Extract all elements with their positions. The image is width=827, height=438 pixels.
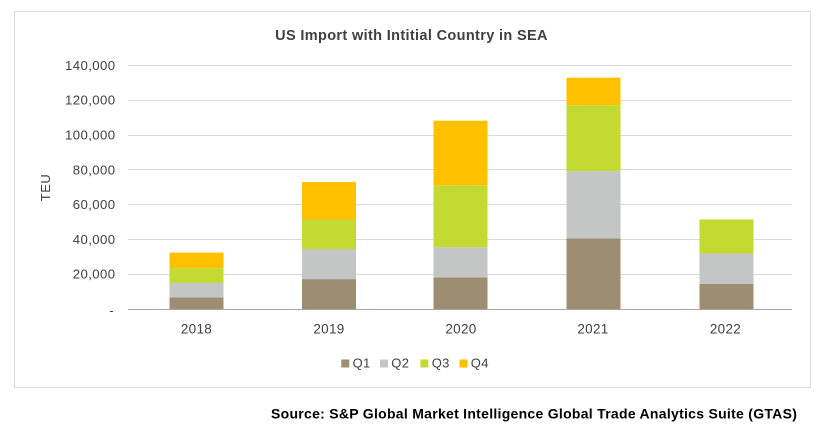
svg-text:Q4: Q4 [471,356,489,371]
svg-text:60,000: 60,000 [73,197,116,212]
svg-text:US Import with Intitial Countr: US Import with Intitial Country in SEA [275,28,548,44]
svg-text:2021: 2021 [577,322,608,337]
svg-text:2022: 2022 [710,322,741,337]
svg-text:140,000: 140,000 [65,58,115,73]
svg-text:TEU: TEU [38,174,53,202]
svg-text:Q3: Q3 [432,356,450,371]
svg-text:100,000: 100,000 [65,128,115,143]
svg-text:Q1: Q1 [353,356,371,371]
svg-text:120,000: 120,000 [65,93,115,108]
svg-text:2018: 2018 [181,322,212,337]
svg-text:80,000: 80,000 [73,162,116,177]
svg-text:40,000: 40,000 [73,232,116,247]
svg-text:Q2: Q2 [391,356,409,371]
svg-text:20,000: 20,000 [73,267,116,282]
svg-text:2019: 2019 [313,322,344,337]
svg-text:2020: 2020 [445,322,476,337]
svg-text:Source: S&P Global Market Inte: Source: S&P Global Market Intelligence G… [271,406,797,422]
svg-text:-: - [109,303,114,318]
